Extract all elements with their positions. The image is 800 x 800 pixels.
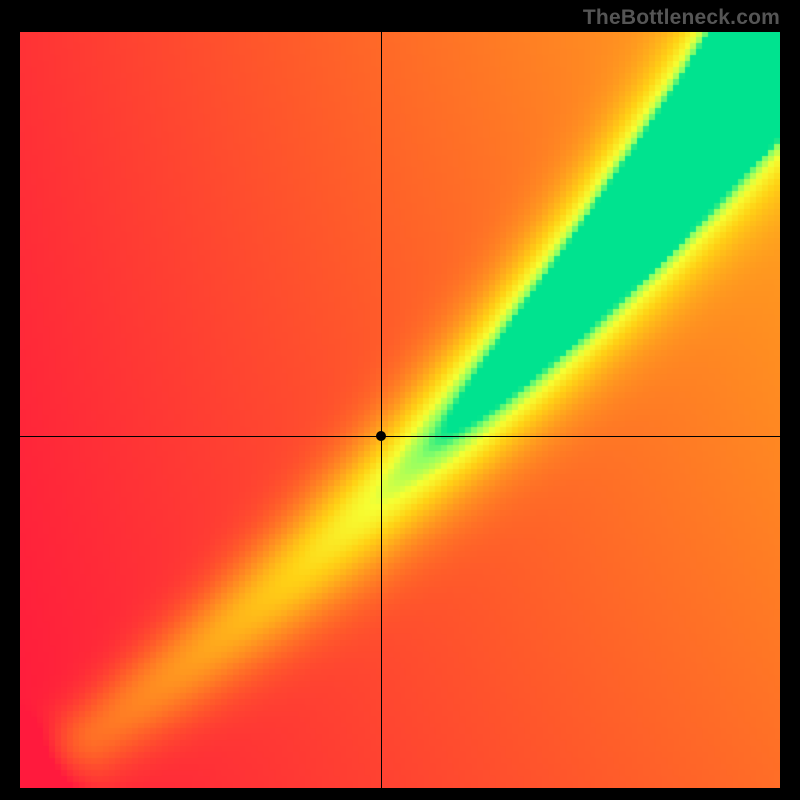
- plot-area: [20, 32, 780, 788]
- figure-frame: TheBottleneck.com: [0, 0, 800, 800]
- crosshair-horizontal: [20, 436, 780, 437]
- crosshair-marker: [376, 431, 386, 441]
- watermark-text: TheBottleneck.com: [583, 6, 780, 30]
- crosshair-vertical: [381, 32, 382, 788]
- heatmap-canvas: [20, 32, 780, 788]
